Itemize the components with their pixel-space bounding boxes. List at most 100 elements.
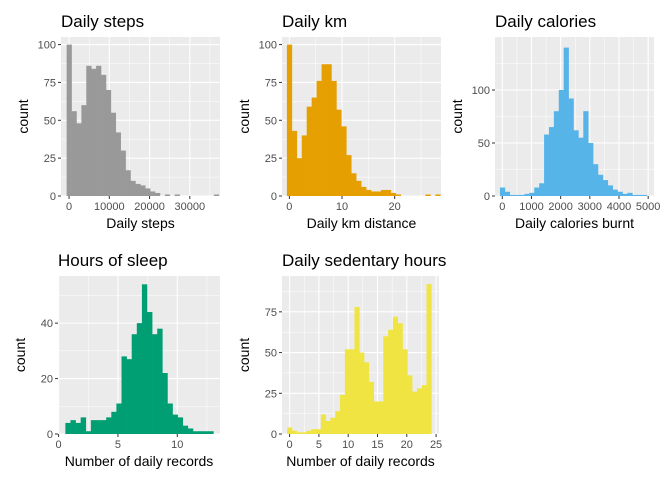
histogram-bar (80, 417, 87, 434)
histogram-bar (602, 180, 609, 196)
histogram-bar (164, 194, 171, 196)
histogram-bar (637, 194, 643, 196)
chart-title: Daily steps (61, 12, 144, 31)
histogram-bar (136, 323, 143, 434)
x-tick-label: 10 (171, 439, 183, 451)
histogram-bar (364, 362, 370, 434)
y-tick-label: 0 (271, 191, 277, 203)
histogram-bar (553, 111, 560, 196)
histogram-bar (356, 180, 362, 196)
histogram-bar (147, 312, 153, 434)
histogram-bar (534, 187, 540, 196)
y-tick-label: 100 (472, 85, 490, 97)
histogram-bar (529, 192, 535, 196)
x-tick-label: 0 (287, 439, 293, 451)
x-axis-label: Number of daily records (286, 453, 435, 469)
y-tick-label: 25 (265, 153, 277, 165)
histogram-bar (75, 422, 81, 434)
histogram-bar (383, 336, 389, 434)
x-tick-label: 2000 (548, 201, 572, 213)
histogram-bar (311, 97, 317, 196)
histogram-bar (504, 191, 511, 196)
y-axis-label: count (236, 338, 252, 372)
histogram-bar (499, 187, 506, 196)
histogram-bar (116, 403, 122, 434)
histogram-bar (141, 284, 148, 434)
histogram-bar (111, 411, 117, 434)
y-tick-label: 25 (44, 153, 56, 165)
histogram-bar (121, 356, 127, 434)
y-tick-label: 25 (265, 388, 277, 400)
histogram-bar (578, 137, 584, 196)
histogram-bar (120, 150, 126, 196)
histogram-bar (344, 349, 350, 434)
histogram-bar (390, 192, 397, 196)
histogram-bar (548, 127, 555, 196)
histogram-bar (407, 375, 413, 434)
x-tick-label: 0 (286, 201, 292, 213)
x-tick-label: 10 (342, 439, 354, 451)
histogram-bar (627, 192, 633, 196)
histogram-bar (174, 194, 180, 196)
histogram-bar (291, 130, 298, 196)
histogram-bar (622, 193, 628, 196)
panel-daily-calories: 0 1000 2000 3000 4000 5000 0 50 100 Daily calorie… (449, 12, 660, 231)
histogram-bar (95, 420, 102, 434)
histogram-bar (130, 180, 136, 196)
x-tick-label: 20000 (134, 201, 165, 213)
histogram-bar (187, 428, 194, 434)
histogram-bar (385, 189, 392, 196)
histogram-bar (65, 422, 71, 434)
histogram-bar (140, 185, 146, 196)
x-tick-label: 1000 (519, 201, 543, 213)
y-axis-label: count (12, 338, 28, 372)
panel-daily-km: 0 10 20 0 25 50 75 100 Daily km Daily km distance… (236, 12, 441, 231)
histogram-bar (336, 109, 342, 196)
histogram-bar (426, 284, 432, 434)
histogram-bar (573, 130, 579, 196)
x-tick-label: 20 (389, 201, 401, 213)
histogram-bar (388, 329, 394, 434)
histogram-bar (155, 192, 161, 196)
histogram-bar (86, 65, 92, 197)
histogram-bar (331, 80, 337, 196)
histogram-bar (514, 194, 520, 196)
histogram-bar (145, 188, 151, 196)
histogram-bar (395, 194, 402, 196)
histogram-bar (335, 411, 341, 434)
histogram-bar (568, 98, 574, 196)
histogram-bar (296, 432, 302, 434)
x-axis-label: Daily calories burnt (515, 215, 634, 231)
x-tick-label: 20 (401, 439, 413, 451)
y-axis-label: count (449, 99, 465, 133)
histogram-bar (642, 194, 648, 196)
histogram-bar (392, 316, 398, 434)
histogram-bar (425, 194, 431, 196)
x-tick-label: 5000 (636, 201, 660, 213)
x-tick-label: 5 (115, 439, 121, 451)
x-axis-label: Daily steps (106, 215, 174, 231)
histogram-bar (397, 323, 403, 434)
histogram-bar (321, 64, 327, 196)
histogram-bar (519, 194, 525, 196)
histogram-bar (162, 373, 168, 434)
histogram-bar (361, 186, 367, 196)
histogram-bar (375, 191, 382, 196)
histogram-bar (435, 194, 441, 196)
histogram-bar (509, 194, 515, 196)
histogram-bar (306, 106, 312, 196)
histogram-bar (354, 306, 360, 434)
histogram-bar (421, 385, 427, 434)
y-tick-label: 20 (41, 374, 53, 386)
histogram-bar (412, 391, 418, 434)
histogram-bar (617, 191, 623, 196)
chart-title: Daily calories (495, 12, 596, 31)
y-tick-label: 50 (478, 138, 490, 150)
histogram-bar (157, 328, 163, 434)
histogram-bar (378, 401, 384, 434)
y-tick-label: 0 (47, 429, 53, 441)
histogram-bar (402, 349, 408, 434)
x-tick-label: 25 (430, 439, 442, 451)
histogram-bar (101, 74, 107, 196)
